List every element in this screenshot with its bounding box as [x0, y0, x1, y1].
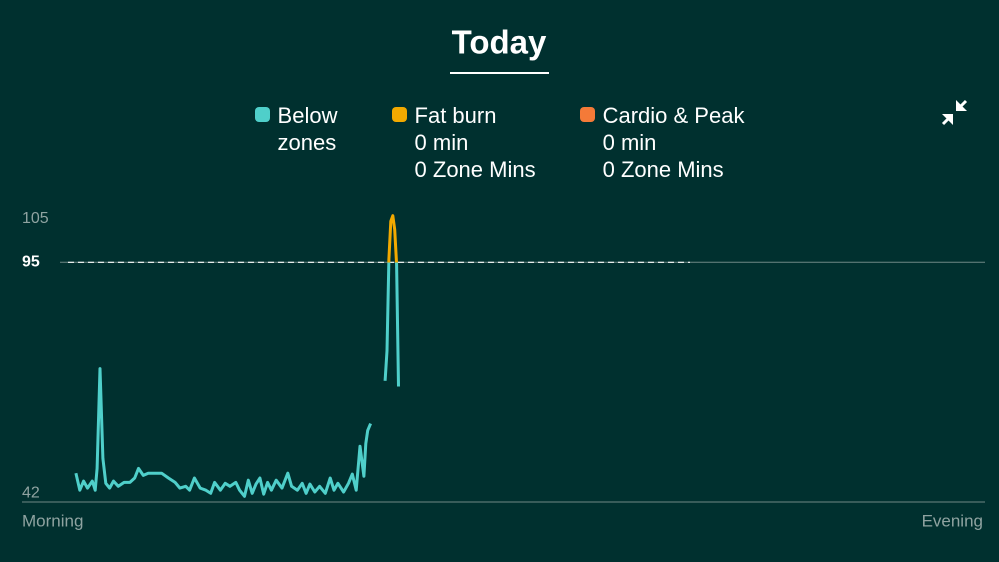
legend-swatch	[391, 107, 407, 122]
y-tick-label: 95	[22, 254, 40, 271]
legend-label: Cardio & Peak	[602, 103, 745, 128]
legend-entry: Cardio & Peak 0 min 0 Zone Mins	[579, 102, 745, 183]
x-label: Morning	[22, 511, 83, 530]
legend-text: Cardio & Peak 0 min 0 Zone Mins	[603, 102, 745, 183]
legend-swatch	[579, 107, 595, 122]
legend-entry: Fat burn 0 min 0 Zone Mins	[391, 102, 536, 183]
legend-text: Fat burn 0 min 0 Zone Mins	[415, 102, 536, 183]
legend-entry: Below zones	[254, 102, 348, 183]
legend-detail: 0 Zone Mins	[602, 157, 724, 182]
legend-detail: 0 Zone Mins	[414, 157, 536, 182]
legend-label: Fat burn	[414, 103, 497, 128]
collapse-icon[interactable]	[941, 99, 968, 126]
heart-rate-line	[74, 214, 400, 498]
legend: Below zones Fat burn 0 min 0 Zone Mins Cardi…	[0, 102, 999, 183]
legend-detail: 0 min	[414, 130, 469, 155]
y-tick-label: 42	[22, 485, 40, 502]
legend-detail: 0 min	[602, 130, 657, 155]
x-label: Evening	[922, 511, 983, 530]
chart-title: Today	[452, 24, 547, 61]
legend-label: Below zones	[277, 103, 338, 155]
legend-swatch	[254, 107, 270, 122]
y-tick-label: 105	[22, 210, 49, 227]
